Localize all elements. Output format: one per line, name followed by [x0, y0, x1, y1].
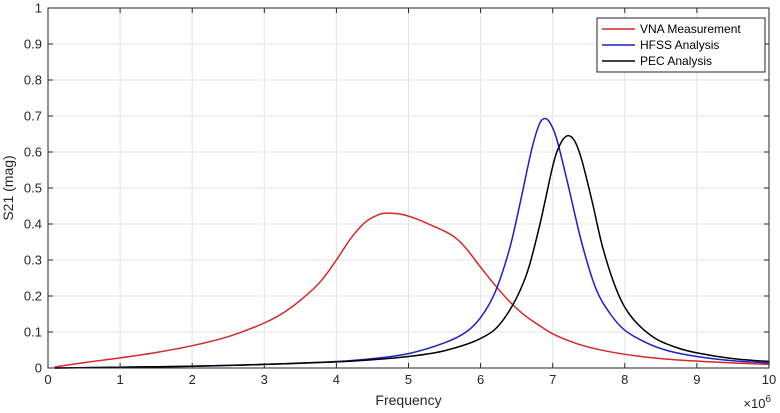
x-tick-label: 9 [693, 372, 700, 387]
x-axis-exponent: ×106 [743, 394, 771, 411]
x-axis-exponent-power: 6 [765, 394, 771, 405]
x-tick-label: 3 [261, 372, 268, 387]
legend-label-pec-analysis: PEC Analysis [640, 54, 712, 68]
legend-label-vna-measurement: VNA Measurement [640, 22, 741, 36]
y-tick-label: 0.1 [24, 325, 42, 340]
legend-box [596, 17, 766, 73]
legend: VNA Measurement HFSS Analysis PEC Analysis [596, 17, 766, 73]
x-axis-exponent-base: ×10 [743, 396, 765, 411]
axis-labels: Frequency S21 (mag) ×106 [0, 155, 771, 411]
y-tick-label: 0.3 [24, 253, 42, 268]
y-tick-label: 0.2 [24, 289, 42, 304]
series-line-vna-measurement [54, 212, 770, 368]
series-group [54, 117, 770, 369]
y-tick-label: 0.9 [24, 37, 42, 52]
x-tick-label: 6 [477, 372, 484, 387]
series-line-pec-analysis [54, 134, 770, 369]
x-tick-label: 1 [116, 372, 123, 387]
y-tick-label: 1 [35, 1, 42, 16]
legend-label-hfss-analysis: HFSS Analysis [640, 38, 719, 52]
x-tick-label: 10 [762, 372, 776, 387]
y-axis-title: S21 (mag) [0, 155, 16, 220]
x-tick-label: 4 [333, 372, 340, 387]
x-tick-label: 8 [621, 372, 628, 387]
x-tick-label: 7 [549, 372, 556, 387]
y-tick-label: 0.8 [24, 73, 42, 88]
y-tick-label: 0 [35, 361, 42, 376]
y-tick-label: 0.6 [24, 145, 42, 160]
axis-ticks: 0 1 2 3 4 5 6 7 8 9 10 0 0.1 0.2 0.3 0.4 0.5 0.6 0.7 0.8 0.9… [24, 1, 776, 388]
x-tick-label: 0 [44, 372, 51, 387]
y-tick-label: 0.5 [24, 181, 42, 196]
x-tick-label: 2 [189, 372, 196, 387]
x-tick-label: 5 [405, 372, 412, 387]
y-tick-label: 0.7 [24, 109, 42, 124]
x-axis-title: Frequency [375, 392, 441, 408]
y-tick-label: 0.4 [24, 217, 42, 232]
